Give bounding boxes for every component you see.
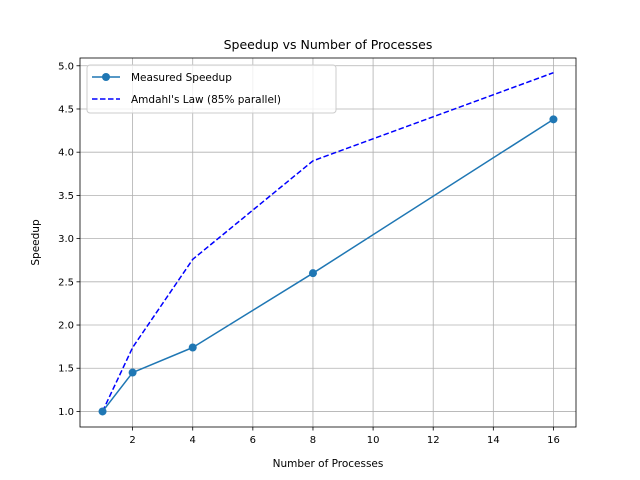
- x-tick-label: 8: [310, 435, 316, 446]
- data-point-measured: [188, 343, 197, 352]
- x-tick-label: 6: [250, 435, 256, 446]
- legend-entry-measured: Measured Speedup: [131, 72, 232, 84]
- x-tick-label: 14: [487, 435, 500, 446]
- y-tick-label: 2.0: [58, 321, 74, 332]
- legend: Measured Speedup Amdahl's Law (85% paral…: [86, 64, 337, 114]
- y-tick-label: 2.5: [58, 277, 74, 288]
- y-tick-label: 1.5: [58, 364, 74, 375]
- series-layer: [98, 71, 558, 416]
- y-tick-label: 3.0: [58, 234, 74, 245]
- ticks: 2 4 6 8 10 12 14 16 1.0 1.5 2.0 2.5 3.0 3.5 4.0 4.5 5.0: [58, 61, 560, 446]
- y-tick-label: 4.0: [58, 148, 74, 159]
- plot-frame: [79, 57, 577, 428]
- x-tick-label: 10: [367, 435, 380, 446]
- x-tick-label: 2: [129, 435, 135, 446]
- y-axis-label: Speedup: [30, 219, 42, 266]
- legend-box: [86, 64, 337, 114]
- data-point-measured: [128, 368, 137, 377]
- data-point-measured: [98, 407, 107, 416]
- data-point-measured: [308, 269, 317, 278]
- y-tick-label: 5.0: [58, 61, 74, 72]
- y-tick-label: 4.5: [58, 104, 74, 115]
- y-tick-label: 3.5: [58, 191, 74, 202]
- y-tick-label: 1.0: [58, 407, 74, 418]
- x-tick-label: 4: [190, 435, 196, 446]
- x-tick-label: 16: [547, 435, 560, 446]
- series-line-amdahl: [101, 71, 554, 412]
- chart-title: Speedup vs Number of Processes: [224, 37, 433, 52]
- data-point-measured: [549, 115, 558, 124]
- legend-entry-amdahl: Amdahl's Law (85% parallel): [131, 94, 281, 106]
- x-tick-label: 12: [427, 435, 440, 446]
- x-axis-label: Number of Processes: [273, 458, 384, 470]
- legend-marker-measured: [102, 73, 110, 81]
